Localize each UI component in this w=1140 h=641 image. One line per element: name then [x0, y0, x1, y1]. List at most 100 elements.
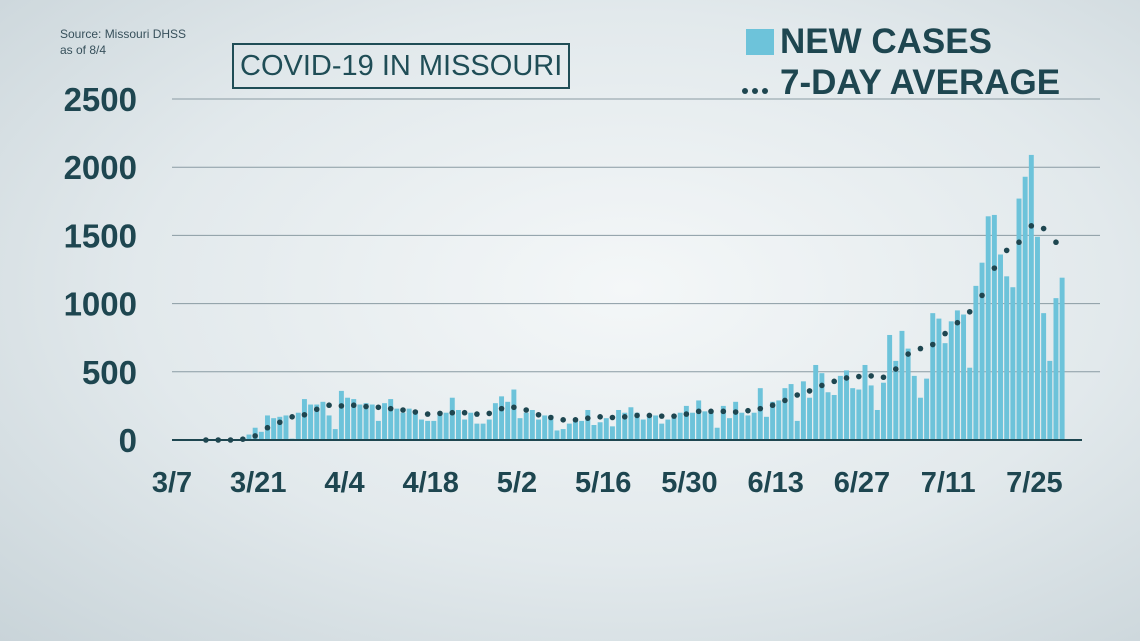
- new-cases-bar: [776, 400, 782, 440]
- new-cases-bar: [739, 412, 745, 440]
- average-dot: [621, 414, 628, 420]
- average-dot: [893, 366, 899, 372]
- average-dot: [609, 414, 616, 421]
- new-cases-bar: [924, 378, 930, 440]
- y-tick-label: 1500: [64, 217, 137, 254]
- new-cases-bar: [850, 388, 856, 440]
- new-cases-bar: [597, 422, 603, 440]
- new-cases-bar: [480, 423, 486, 440]
- new-cases-bar: [954, 310, 960, 440]
- new-cases-bar: [837, 375, 843, 440]
- new-cases-bar: [727, 418, 732, 440]
- new-cases-bar: [671, 416, 677, 440]
- x-tick-label: 6/13: [747, 467, 803, 499]
- new-cases-bar: [455, 409, 461, 440]
- new-cases-bar: [683, 405, 689, 440]
- new-cases-bar: [948, 321, 954, 440]
- average-dot: [794, 392, 801, 398]
- average-dot: [979, 292, 985, 299]
- average-dot: [708, 408, 714, 415]
- new-cases-bar: [702, 411, 708, 440]
- new-cases-bar: [585, 409, 591, 440]
- new-cases-bar: [295, 412, 301, 440]
- bar-layer: [240, 154, 1065, 441]
- new-cases-bar: [653, 415, 659, 440]
- average-dot: [757, 405, 764, 412]
- new-cases-bar: [696, 400, 702, 440]
- x-tick-label: 3/7: [152, 467, 192, 499]
- new-cases-bar: [357, 404, 363, 440]
- x-tick-label: 4/18: [402, 467, 458, 499]
- as-of-line: as of 8/4: [60, 43, 107, 57]
- new-cases-bar: [930, 313, 936, 440]
- average-dot: [732, 409, 739, 415]
- new-cases-bar: [973, 285, 979, 440]
- average-dot: [597, 414, 603, 420]
- new-cases-bar: [646, 415, 652, 440]
- new-cases-bar: [394, 408, 400, 440]
- average-dot: [1040, 225, 1047, 232]
- legend-avg-label: 7-DAY AVERAGE: [780, 63, 1061, 102]
- new-cases-bar: [332, 429, 338, 440]
- new-cases-bar: [714, 427, 720, 440]
- new-cases-bar: [831, 394, 837, 440]
- average-dot: [449, 409, 456, 416]
- legend-new-cases-label: NEW CASES: [780, 22, 992, 61]
- average-dot: [498, 405, 505, 412]
- tick-layer: 0 500 1000 1500 2000 2500 3/7 3/21 4/4 4/18 5/2 5/1…: [64, 81, 1063, 499]
- x-tick-label: 5/30: [661, 467, 717, 499]
- average-dot: [400, 407, 406, 413]
- average-dot: [387, 405, 394, 412]
- average-dot: [338, 403, 345, 409]
- new-cases-bar: [751, 412, 757, 440]
- new-cases-bar: [813, 364, 819, 440]
- average-dot: [424, 411, 431, 417]
- average-dot: [720, 408, 727, 415]
- average-dot: [560, 417, 566, 423]
- average-dot: [277, 419, 283, 426]
- average-dot: [769, 402, 776, 409]
- new-cases-bar: [979, 262, 985, 440]
- new-cases-bar: [690, 412, 695, 440]
- new-cases-bar: [320, 401, 326, 440]
- average-dot: [313, 406, 320, 413]
- new-cases-bar: [881, 382, 886, 440]
- new-cases-bar: [511, 389, 517, 440]
- average-dot: [991, 265, 998, 271]
- new-cases-bar: [345, 397, 351, 440]
- new-cases-bar: [868, 385, 874, 440]
- x-tick-label: 5/2: [497, 467, 537, 499]
- new-cases-bar: [375, 420, 381, 440]
- y-tick-label: 1000: [64, 286, 137, 323]
- new-cases-bar: [844, 370, 849, 440]
- new-cases-bar: [308, 404, 314, 440]
- average-dot: [745, 407, 751, 414]
- new-cases-bar: [338, 390, 344, 440]
- new-cases-bar: [351, 399, 357, 440]
- new-cases-bar: [961, 314, 967, 440]
- new-cases-bar: [326, 415, 332, 440]
- new-cases-bar: [782, 388, 788, 440]
- new-cases-bar: [991, 214, 997, 440]
- average-dot: [954, 319, 961, 326]
- average-dot: [585, 415, 591, 421]
- average-dot: [1016, 239, 1022, 246]
- new-cases-bar: [468, 412, 474, 440]
- average-dot: [929, 341, 936, 348]
- average-dot: [375, 404, 382, 411]
- new-cases-bar: [1028, 154, 1034, 440]
- average-dot: [942, 330, 948, 337]
- new-cases-bar: [942, 343, 948, 440]
- average-dot: [363, 403, 369, 410]
- new-cases-bar: [486, 419, 492, 440]
- new-cases-bar: [1035, 236, 1040, 440]
- dot-layer: [203, 223, 1059, 443]
- new-cases-bar: [887, 334, 893, 440]
- x-tick-label: 7/25: [1006, 467, 1062, 499]
- average-dot: [806, 388, 813, 394]
- y-tick-label: 500: [82, 354, 137, 391]
- new-cases-bar: [899, 330, 905, 440]
- x-tick-label: 6/27: [834, 467, 890, 499]
